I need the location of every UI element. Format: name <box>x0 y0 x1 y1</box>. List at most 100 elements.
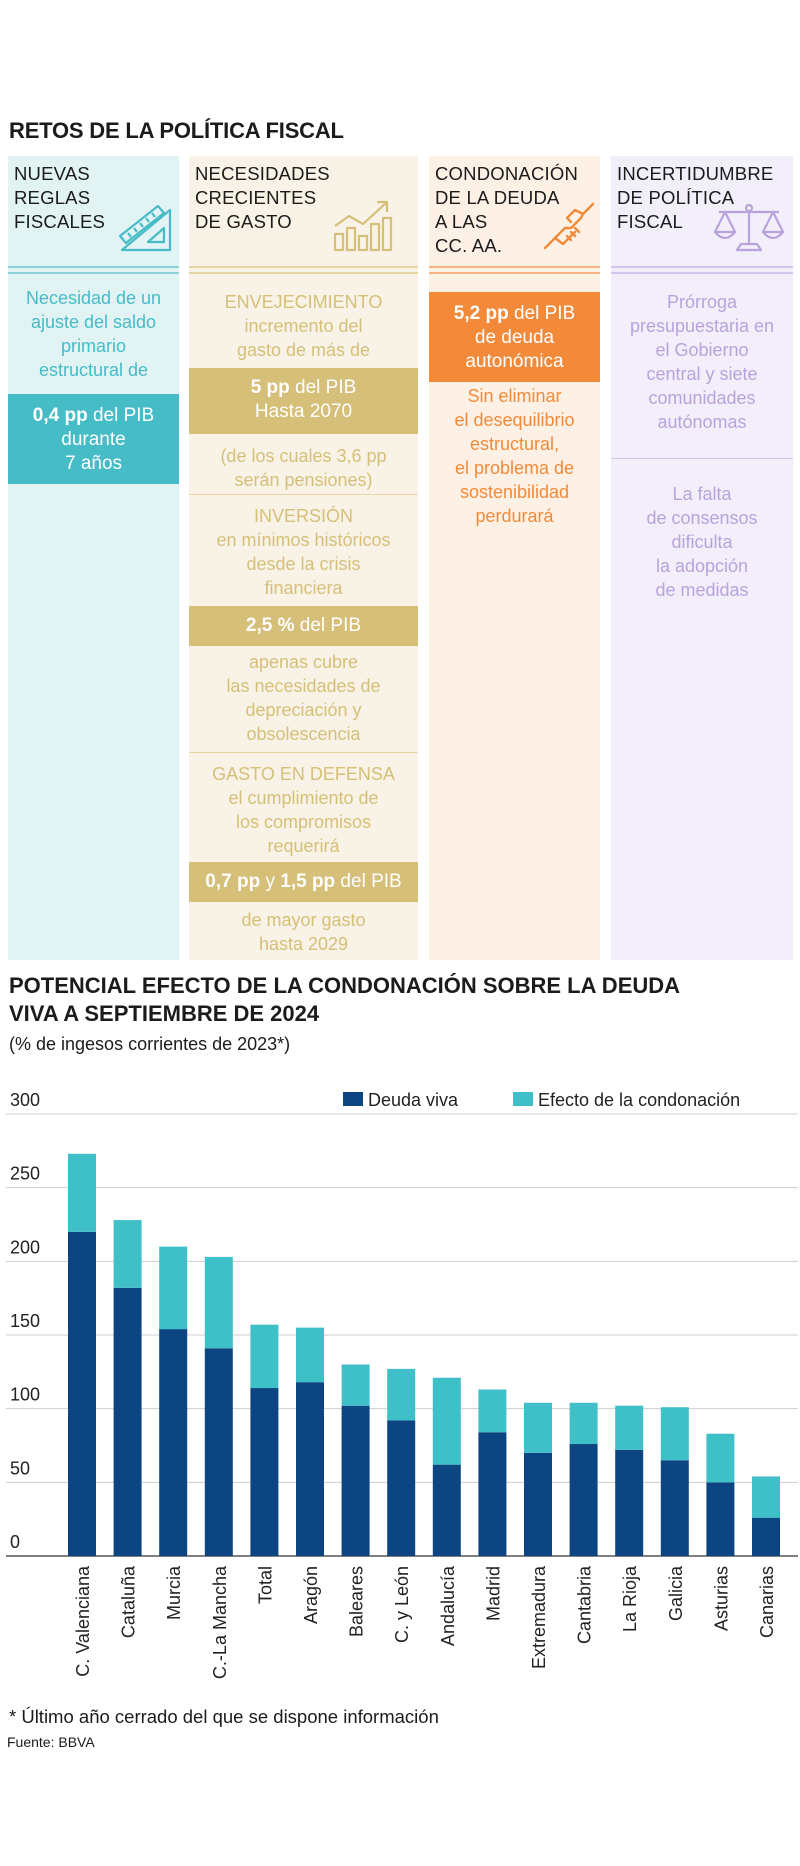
infographic-title: RETOS DE LA POLÍTICA FISCAL <box>9 118 344 143</box>
bar-segment <box>296 1327 324 1383</box>
bar-segment <box>68 1153 96 1232</box>
y-tick-label: 100 <box>10 1385 40 1405</box>
highlight-band: 0,7 pp y 1,5 pp del PIB <box>189 862 418 902</box>
section-defensa: GASTO EN DEFENSA el cumplimiento de los … <box>212 764 395 856</box>
x-tick-label: Andalucía <box>438 1565 458 1646</box>
bar-segment <box>569 1444 598 1556</box>
x-tick-label: C.-La Mancha <box>210 1565 230 1679</box>
growth-chart-icon <box>333 200 393 252</box>
x-tick-label: Extremadura <box>529 1565 549 1669</box>
x-tick-label: Canarias <box>757 1566 777 1638</box>
header-line: CC. AA. <box>435 235 503 256</box>
x-tick-label: Total <box>255 1566 275 1604</box>
highlight-band: 5 pp del PIB Hasta 2070 <box>189 368 418 434</box>
column-header: INCERTIDUMBRE DE POLÍTICA FISCAL <box>611 156 793 260</box>
column-header: NUEVAS REGLAS FISCALES <box>8 156 179 260</box>
bar-segment <box>341 1364 370 1406</box>
header-line: FISCAL <box>617 211 683 232</box>
bar-segment <box>296 1382 324 1556</box>
bar-segment <box>752 1476 780 1518</box>
bar-segment <box>660 1460 689 1556</box>
column-incertidumbre: INCERTIDUMBRE DE POLÍTICA FISCAL #c4 .db… <box>611 156 793 960</box>
header-line: CONDONACIÓN <box>435 163 579 184</box>
column-text: Necesidad de un ajuste del saldo primari… <box>25 288 162 380</box>
section-note: apenas cubre las necesidades de deprecia… <box>226 652 381 744</box>
column-text: La falta de consensos dificulta la adopc… <box>646 484 758 600</box>
ruler-triangle-icon <box>118 204 172 252</box>
section-note: de mayor gasto hasta 2029 <box>241 910 366 954</box>
header-line: DE LA DEUDA <box>435 187 560 208</box>
x-tick-label: Murcia <box>164 1565 184 1620</box>
bar-segment <box>478 1432 507 1556</box>
header-line: DE GASTO <box>195 211 292 232</box>
x-tick-label: Galicia <box>666 1565 686 1621</box>
x-tick-label: Cataluña <box>119 1565 139 1638</box>
highlight-band: 0,4 pp del PIB durante 7 años <box>8 394 179 484</box>
x-tick-labels: C. Valenciana Cataluña Murcia C.-La Mancha T… <box>73 1565 777 1679</box>
column-header: NECESIDADES CRECIENTES DE GASTO <box>189 156 418 260</box>
x-tick-label: Cantabria <box>575 1565 595 1644</box>
header-line: NECESIDADES <box>195 163 330 184</box>
x-tick-label: La Rioja <box>620 1565 640 1632</box>
bar-segment <box>615 1405 644 1450</box>
bar-segment <box>615 1449 644 1556</box>
column-nuevas-reglas: NUEVAS REGLAS FISCALES #c1 .dbl::before,… <box>8 156 179 960</box>
bar-segment <box>250 1388 279 1556</box>
column-necesidades-gasto: NECESIDADES CRECIENTES DE GASTO #c2 .dbl… <box>189 156 418 960</box>
bar-segment <box>432 1377 461 1465</box>
bar-segment <box>113 1287 142 1556</box>
scales-icon <box>713 203 785 252</box>
chart-title: POTENCIAL EFECTO DE LA CONDONACIÓN SOBRE… <box>9 973 681 1026</box>
bars <box>68 1153 780 1556</box>
bar-segment <box>478 1389 507 1433</box>
bar-segment <box>204 1348 233 1556</box>
bar-segment <box>250 1324 279 1389</box>
header-line: INCERTIDUMBRE <box>617 163 774 184</box>
x-tick-label: Madrid <box>483 1566 503 1621</box>
header-line: REGLAS <box>14 187 91 208</box>
header-line: DE POLÍTICA <box>617 187 735 208</box>
section-inversion: INVERSIÓN en mínimos históricos desde la… <box>216 506 391 598</box>
bar-segment <box>752 1517 780 1556</box>
y-tick-label: 150 <box>10 1311 40 1331</box>
section-divider <box>189 752 418 753</box>
y-tick-label: 200 <box>10 1237 40 1257</box>
column-condonacion: CONDONACIÓN DE LA DEUDA A LAS CC. AA. #c… <box>429 156 600 960</box>
bar-segment <box>569 1402 598 1445</box>
x-tick-label: C. Valenciana <box>73 1565 93 1677</box>
legend: Deuda viva Efecto de la condonación <box>343 1090 740 1110</box>
y-tick-label: 50 <box>10 1458 30 1478</box>
x-tick-label: C. y León <box>392 1566 412 1643</box>
header-line: NUEVAS <box>14 163 90 184</box>
x-tick-label: Asturias <box>711 1566 731 1631</box>
legend-swatch <box>343 1092 363 1106</box>
section-envejecimiento: ENVEJECIMIENTO incremento del gasto de m… <box>224 292 383 360</box>
header-line: FISCALES <box>14 211 106 232</box>
legend-swatch <box>513 1092 533 1106</box>
bar-segment <box>432 1464 461 1556</box>
bar-segment <box>159 1246 188 1330</box>
bar-segment <box>706 1433 735 1483</box>
column-text: Sin eliminar el desequilibrio estructura… <box>454 386 575 526</box>
bar-segment <box>159 1329 188 1556</box>
bar-segment <box>113 1220 142 1288</box>
y-tick-label: 0 <box>10 1532 20 1552</box>
bar-segment <box>524 1452 552 1556</box>
bar-segment <box>387 1420 416 1556</box>
x-tick-label: Baleares <box>347 1566 367 1637</box>
bar-segment <box>68 1231 96 1556</box>
chart-subtitle: (% de ingesos corrientes de 2023*) <box>9 1034 291 1054</box>
bar-segment <box>524 1402 552 1453</box>
header-line: CRECIENTES <box>195 187 317 208</box>
column-text: Prórroga presupuestaria en el Gobierno c… <box>629 292 775 432</box>
bar-segment <box>660 1407 689 1461</box>
stacked-bar-chart: 0 50 100 150 200 250 300 C. Valenciana Cataluña… <box>6 1090 798 1679</box>
bar-segment <box>204 1256 233 1349</box>
bar-segment <box>706 1482 735 1556</box>
legend-label: Deuda viva <box>368 1090 459 1110</box>
footnote: * Último año cerrado del que se dispone … <box>9 1706 439 1727</box>
header-line: A LAS <box>435 211 488 232</box>
source: Fuente: BBVA <box>7 1734 95 1750</box>
x-tick-label: Aragón <box>301 1566 321 1624</box>
bar-segment <box>387 1368 416 1421</box>
